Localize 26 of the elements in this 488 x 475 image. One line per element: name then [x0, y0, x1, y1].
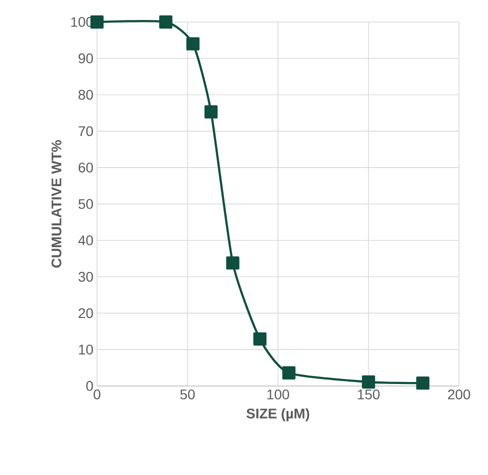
y-tick-label: 60 — [78, 162, 93, 173]
y-axis-title: CUMULATIVE WT% — [51, 140, 62, 268]
point — [416, 376, 430, 390]
x-tick-label: 150 — [358, 389, 380, 400]
point — [90, 15, 104, 29]
point — [204, 105, 218, 118]
x-tick-label: 100 — [267, 389, 290, 400]
x-tick-label: 0 — [94, 389, 100, 400]
y-tick-label: 70 — [78, 126, 93, 136]
y-tick-label: 40 — [78, 235, 93, 246]
point — [186, 37, 200, 50]
y-tick-label: 0 — [86, 381, 93, 391]
y-tick-label: 10 — [79, 344, 93, 355]
point — [226, 256, 240, 270]
x-axis-title: SIZE (µM) — [246, 408, 310, 422]
y-tick-label: 30 — [78, 272, 93, 282]
point — [282, 366, 296, 380]
point — [159, 15, 172, 29]
y-tick-label: 80 — [78, 90, 93, 100]
x-tick-label: 50 — [180, 389, 195, 400]
point — [362, 375, 376, 389]
x-tick-label: 200 — [448, 389, 470, 400]
y-tick-label: 20 — [78, 308, 93, 318]
point — [253, 332, 266, 346]
y-tick-label: 50 — [78, 199, 93, 209]
y-tick-label: 90 — [78, 53, 93, 64]
